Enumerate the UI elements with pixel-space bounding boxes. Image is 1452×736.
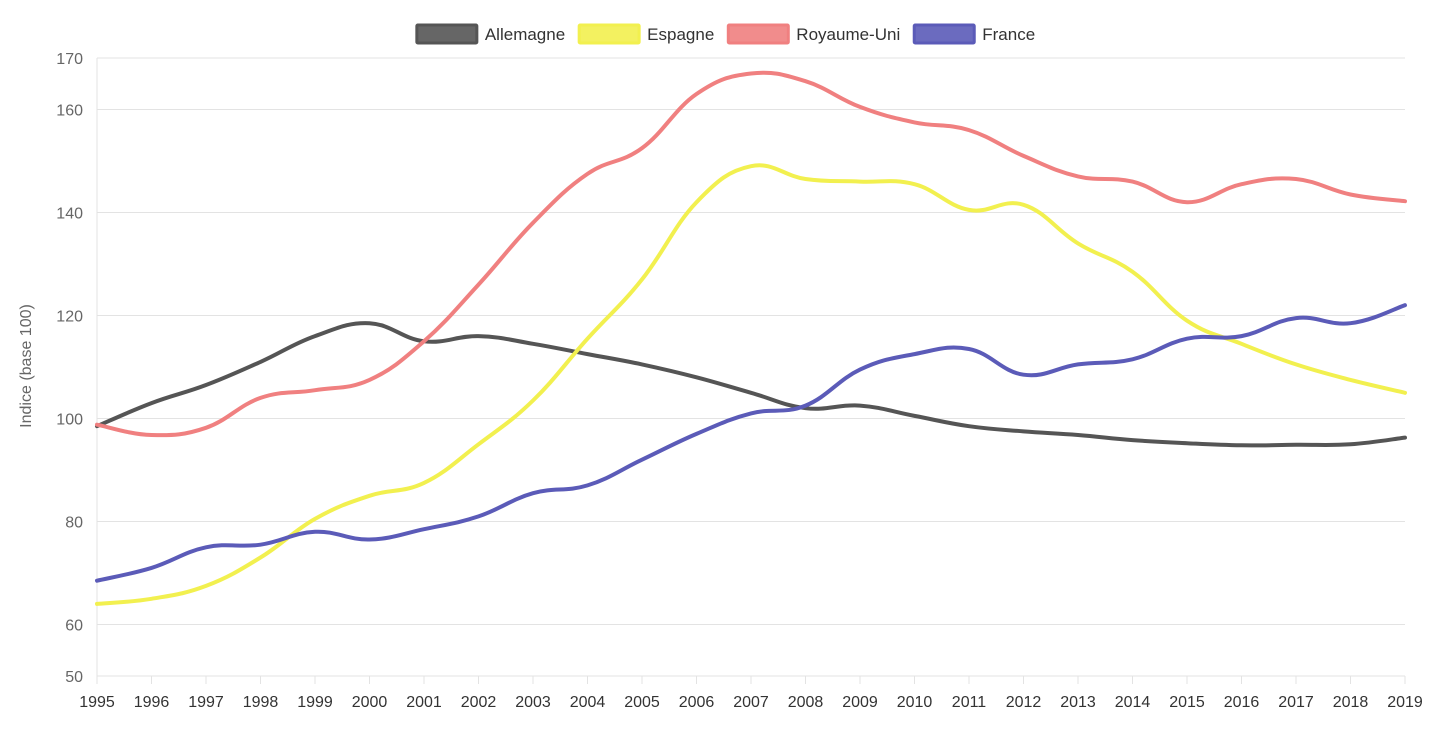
x-tick-label: 1996	[134, 694, 170, 711]
x-tick-label: 2018	[1333, 694, 1369, 711]
series-line-allemagne	[95, 321, 1407, 448]
legend-item-france[interactable]: France	[912, 23, 1035, 45]
x-tick-label: 1997	[188, 694, 224, 711]
x-tick-label: 2008	[788, 694, 824, 711]
x-tick-label: 2006	[679, 694, 715, 711]
x-tick-label: 2015	[1169, 694, 1205, 711]
x-tick-label: 2004	[570, 694, 606, 711]
x-tick-label: 2001	[406, 694, 442, 711]
x-tick-label: 2014	[1115, 694, 1151, 711]
x-tick-label: 2016	[1224, 694, 1260, 711]
legend-label: France	[982, 25, 1035, 44]
y-tick-label: 100	[56, 412, 83, 429]
legend-swatch	[415, 23, 479, 45]
y-tick-label: 170	[56, 51, 83, 68]
x-tick-label: 2003	[515, 694, 551, 711]
x-tick-label: 2009	[842, 694, 878, 711]
legend-swatch	[912, 23, 976, 45]
legend-item-espagne[interactable]: Espagne	[577, 23, 714, 45]
series-line-royaume-uni	[95, 70, 1407, 438]
x-tick-label: 2012	[1006, 694, 1042, 711]
legend-label: Royaume-Uni	[796, 25, 900, 44]
legend-label: Espagne	[647, 25, 714, 44]
y-tick-label: 60	[65, 618, 83, 635]
x-tick-label: 2000	[352, 694, 388, 711]
legend-swatch	[726, 23, 790, 45]
x-tick-label: 1999	[297, 694, 333, 711]
x-tick-label: 2019	[1387, 694, 1423, 711]
y-tick-label: 140	[56, 206, 83, 223]
y-tick-label: 120	[56, 309, 83, 326]
legend-item-allemagne[interactable]: Allemagne	[415, 23, 565, 45]
y-axis-label: Indice (base 100)	[18, 304, 35, 428]
x-tick-label: 1998	[243, 694, 279, 711]
legend-item-royaume-uni[interactable]: Royaume-Uni	[726, 23, 900, 45]
x-tick-label: 2013	[1060, 694, 1096, 711]
x-tick-label: 2010	[897, 694, 933, 711]
y-tick-label: 160	[56, 103, 83, 120]
x-tick-label: 2007	[733, 694, 769, 711]
x-tick-label: 2002	[461, 694, 497, 711]
series-line-france	[95, 303, 1407, 583]
x-tick-label: 2011	[952, 694, 987, 711]
series-line-espagne	[95, 163, 1407, 606]
x-tick-label: 2017	[1278, 694, 1314, 711]
grid-layer	[96, 57, 1406, 684]
legend-swatch	[577, 23, 641, 45]
x-tick-label: 2005	[624, 694, 660, 711]
legend[interactable]: Allemagne Espagne Royaume-Uni France	[415, 23, 1035, 45]
legend-label: Allemagne	[485, 25, 565, 44]
x-tick-label: 1995	[79, 694, 115, 711]
axis-layer: 50 60 80 100 120 140 160 170 1995 1996 1997 1998 199…	[56, 51, 1423, 711]
series-layer	[95, 70, 1407, 606]
y-tick-label: 50	[65, 669, 83, 686]
y-tick-label: 80	[65, 515, 83, 532]
